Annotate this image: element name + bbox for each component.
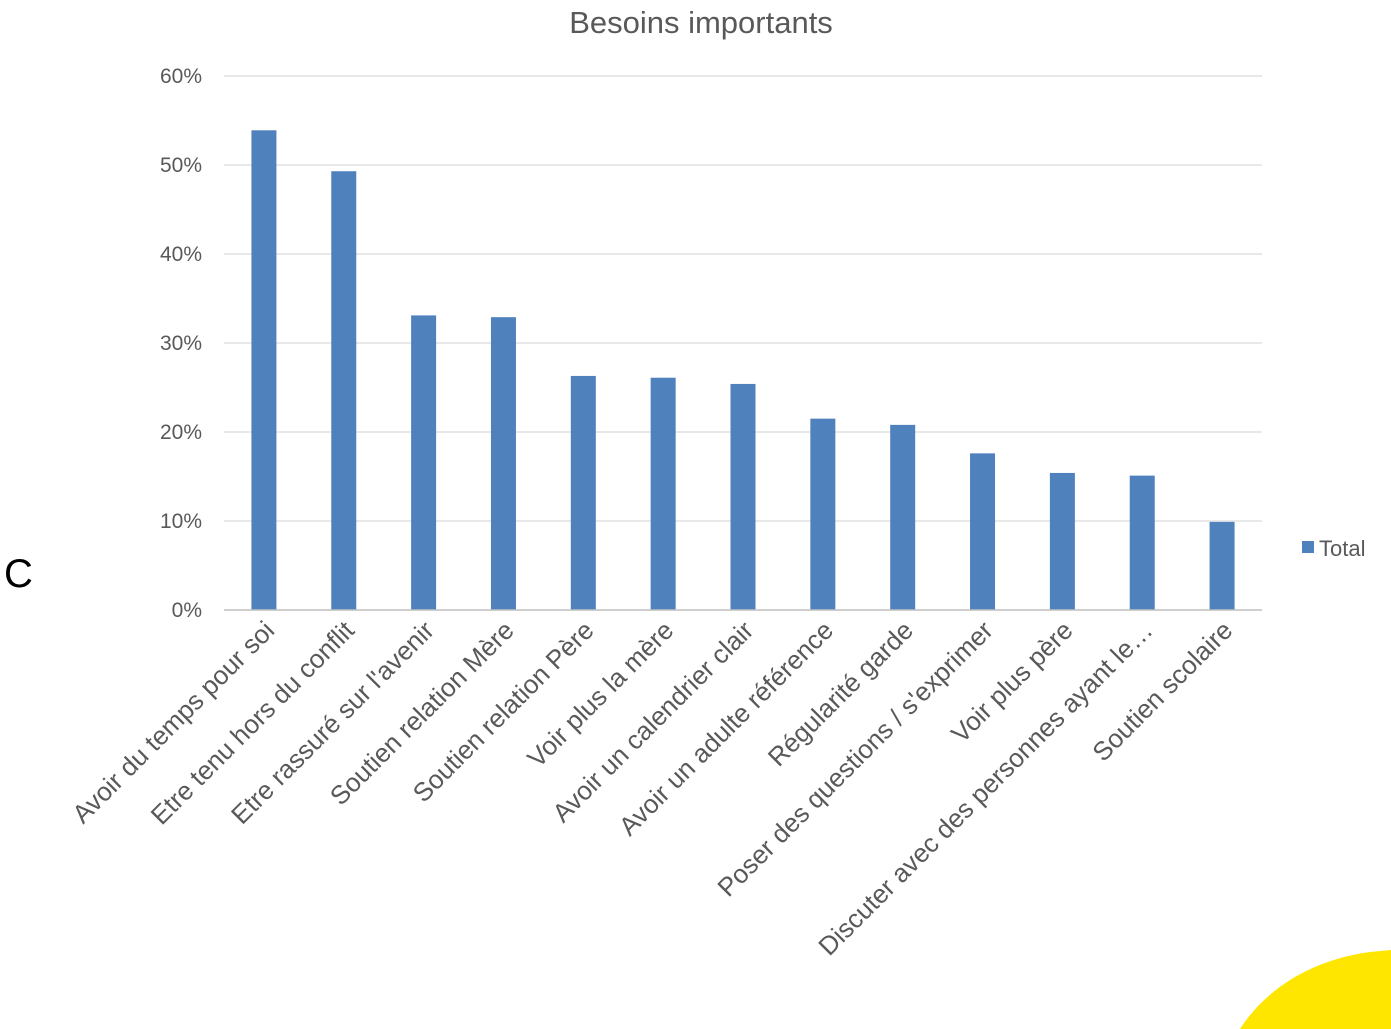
yellow-sun-decoration xyxy=(1220,930,1391,1029)
bar xyxy=(890,424,916,610)
legend-swatch-total xyxy=(1302,541,1314,553)
chart-title: Besoins importants xyxy=(569,5,833,40)
gridlines xyxy=(224,75,1262,522)
bar xyxy=(331,171,357,611)
bar xyxy=(1209,521,1235,610)
y-tick-label: 30% xyxy=(160,332,202,355)
bar xyxy=(730,383,756,610)
bar xyxy=(490,317,516,610)
y-tick-label: 60% xyxy=(160,65,202,88)
x-tick-label: Soutien scolaire xyxy=(1086,615,1238,767)
bar xyxy=(970,453,996,610)
panel-letter: C xyxy=(4,552,33,596)
bar xyxy=(810,418,836,610)
bar xyxy=(650,377,676,610)
legend: Total xyxy=(1302,536,1365,561)
bars xyxy=(251,130,1235,611)
legend-label-total: Total xyxy=(1319,536,1365,561)
x-tick-label: Voir plus la mère xyxy=(521,615,679,773)
bar xyxy=(1049,472,1075,610)
y-axis-ticks: 0% 10% 20% 30% 40% 50% 60% xyxy=(160,65,202,622)
y-tick-label: 50% xyxy=(160,154,202,177)
y-tick-label: 40% xyxy=(160,243,202,266)
bar xyxy=(1129,475,1155,610)
bar xyxy=(570,375,596,610)
bar xyxy=(251,130,277,611)
y-tick-label: 0% xyxy=(172,599,202,622)
x-tick-label: Régularité garde xyxy=(762,615,919,772)
y-tick-label: 10% xyxy=(160,510,202,533)
bar xyxy=(411,315,437,610)
y-tick-label: 20% xyxy=(160,421,202,444)
